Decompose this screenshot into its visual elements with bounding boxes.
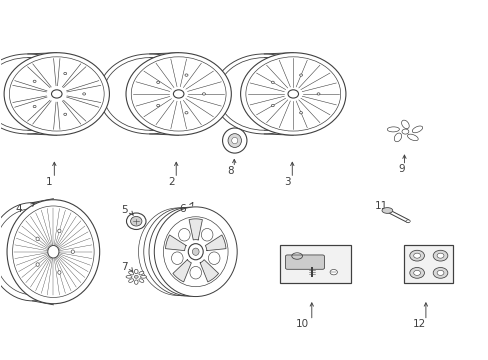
Ellipse shape xyxy=(316,93,319,95)
Ellipse shape xyxy=(409,267,424,278)
Ellipse shape xyxy=(128,279,133,282)
Ellipse shape xyxy=(222,128,246,153)
Ellipse shape xyxy=(413,253,420,258)
Polygon shape xyxy=(173,260,191,282)
Text: 1: 1 xyxy=(46,177,53,187)
Text: 4: 4 xyxy=(16,204,22,214)
Ellipse shape xyxy=(401,129,408,134)
Ellipse shape xyxy=(287,90,298,98)
Bar xyxy=(279,246,350,283)
Ellipse shape xyxy=(134,269,138,274)
Ellipse shape xyxy=(405,220,409,222)
Ellipse shape xyxy=(432,250,447,261)
Ellipse shape xyxy=(231,138,237,144)
Ellipse shape xyxy=(386,127,399,132)
Ellipse shape xyxy=(432,267,447,278)
Ellipse shape xyxy=(436,253,443,258)
Ellipse shape xyxy=(393,133,401,142)
Ellipse shape xyxy=(173,90,183,98)
Ellipse shape xyxy=(4,53,109,135)
Ellipse shape xyxy=(189,266,201,279)
Ellipse shape xyxy=(63,113,66,116)
Ellipse shape xyxy=(381,208,392,213)
Ellipse shape xyxy=(240,53,345,135)
Ellipse shape xyxy=(134,280,138,284)
Text: 11: 11 xyxy=(374,201,387,211)
Text: 7: 7 xyxy=(121,262,127,272)
Ellipse shape xyxy=(299,112,302,114)
Ellipse shape xyxy=(126,275,132,278)
Ellipse shape xyxy=(130,216,142,226)
Ellipse shape xyxy=(126,53,231,135)
FancyBboxPatch shape xyxy=(285,255,324,269)
Ellipse shape xyxy=(126,213,146,229)
Text: 5: 5 xyxy=(121,206,127,216)
Ellipse shape xyxy=(202,93,205,95)
Ellipse shape xyxy=(299,74,302,76)
Ellipse shape xyxy=(33,80,36,82)
Ellipse shape xyxy=(178,229,190,241)
Text: 8: 8 xyxy=(227,166,234,176)
Ellipse shape xyxy=(58,271,61,274)
Ellipse shape xyxy=(171,252,183,265)
Ellipse shape xyxy=(201,229,212,241)
Bar xyxy=(404,246,452,283)
Ellipse shape xyxy=(58,229,61,233)
Ellipse shape xyxy=(192,248,199,255)
Ellipse shape xyxy=(271,81,274,84)
Ellipse shape xyxy=(208,252,220,265)
Ellipse shape xyxy=(139,271,143,275)
Ellipse shape xyxy=(271,104,274,107)
Ellipse shape xyxy=(409,250,424,261)
Ellipse shape xyxy=(128,271,133,275)
Ellipse shape xyxy=(411,126,422,133)
Ellipse shape xyxy=(36,237,39,241)
Ellipse shape xyxy=(436,270,443,275)
Polygon shape xyxy=(165,235,186,251)
Ellipse shape xyxy=(48,246,59,258)
Ellipse shape xyxy=(36,263,39,266)
Ellipse shape xyxy=(413,270,420,275)
Ellipse shape xyxy=(82,93,85,95)
Ellipse shape xyxy=(154,207,237,297)
Polygon shape xyxy=(200,260,218,282)
Ellipse shape xyxy=(407,134,417,141)
Text: 3: 3 xyxy=(284,177,290,187)
Text: 2: 2 xyxy=(168,177,174,187)
Ellipse shape xyxy=(156,104,160,107)
Ellipse shape xyxy=(184,112,187,114)
Ellipse shape xyxy=(401,120,408,129)
Polygon shape xyxy=(205,235,225,251)
Ellipse shape xyxy=(227,134,241,148)
Ellipse shape xyxy=(156,81,160,84)
Text: 12: 12 xyxy=(411,319,425,329)
Ellipse shape xyxy=(51,90,62,98)
Polygon shape xyxy=(189,219,202,240)
Ellipse shape xyxy=(7,200,100,304)
Text: 9: 9 xyxy=(397,164,404,174)
Ellipse shape xyxy=(134,275,138,278)
Ellipse shape xyxy=(329,270,337,275)
Ellipse shape xyxy=(71,250,74,253)
Ellipse shape xyxy=(33,105,36,108)
Ellipse shape xyxy=(188,244,203,260)
Ellipse shape xyxy=(63,72,66,75)
Ellipse shape xyxy=(184,74,187,76)
Ellipse shape xyxy=(139,279,143,282)
Text: 6: 6 xyxy=(180,204,186,214)
Ellipse shape xyxy=(140,275,146,278)
Text: 10: 10 xyxy=(295,319,308,329)
